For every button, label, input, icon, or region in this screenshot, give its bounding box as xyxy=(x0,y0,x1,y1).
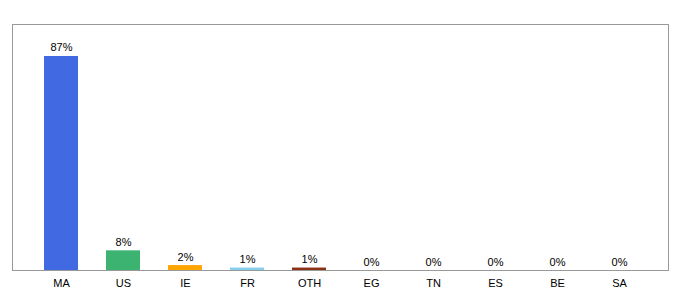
svg-text:MA: MA xyxy=(53,277,70,289)
svg-text:1%: 1% xyxy=(240,253,256,265)
svg-text:0%: 0% xyxy=(426,256,442,268)
svg-text:SA: SA xyxy=(612,277,627,289)
svg-text:EG: EG xyxy=(364,277,380,289)
svg-text:2%: 2% xyxy=(178,251,194,263)
svg-text:IE: IE xyxy=(180,277,190,289)
svg-text:US: US xyxy=(116,277,131,289)
svg-text:TN: TN xyxy=(426,277,441,289)
svg-text:0%: 0% xyxy=(488,256,504,268)
svg-text:8%: 8% xyxy=(116,236,132,248)
svg-text:ES: ES xyxy=(488,277,503,289)
svg-text:OTH: OTH xyxy=(298,277,321,289)
svg-text:FR: FR xyxy=(240,277,255,289)
svg-text:87%: 87% xyxy=(50,41,72,53)
svg-text:BE: BE xyxy=(550,277,565,289)
svg-text:1%: 1% xyxy=(302,253,318,265)
svg-text:0%: 0% xyxy=(364,256,380,268)
svg-text:0%: 0% xyxy=(612,256,628,268)
svg-text:0%: 0% xyxy=(550,256,566,268)
